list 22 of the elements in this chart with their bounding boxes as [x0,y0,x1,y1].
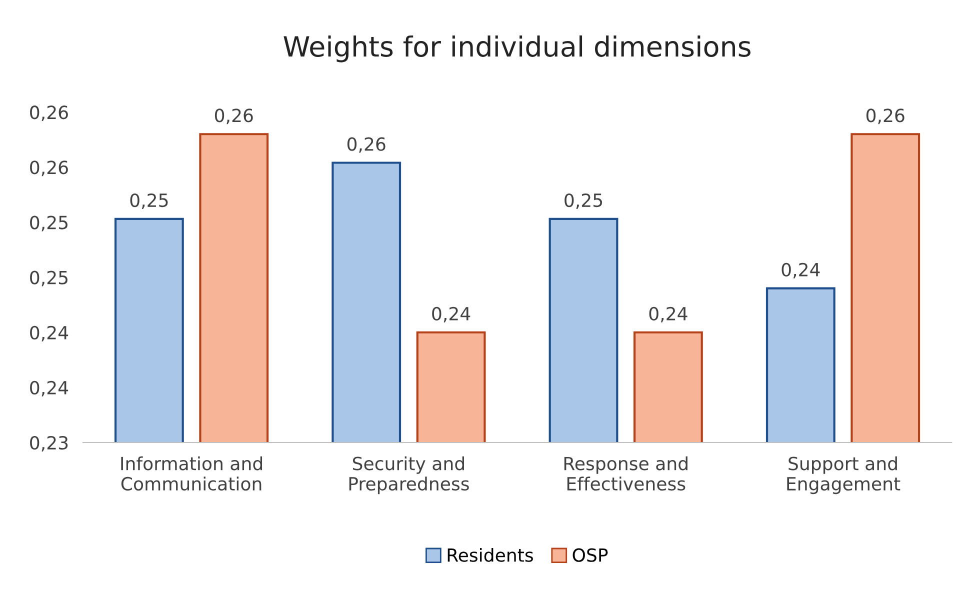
data-label: 0,25 [564,193,602,209]
chart-title: Weights for individual dimensions [284,35,750,62]
data-label: 0,26 [214,108,253,124]
y-tick-label: 0,26 [30,160,68,176]
y-tick-label: 0,25 [30,216,68,232]
x-tick-label: Security and Preparedness [349,456,469,494]
y-tick-label: 0,24 [30,380,68,396]
y-tick-label: 0,26 [30,106,68,122]
data-label: 0,26 [866,108,904,124]
x-tick-label: Support and Engagement [787,456,900,494]
data-label: 0,26 [347,137,386,153]
data-label: 0,24 [782,262,820,278]
data-label: 0,25 [130,193,168,209]
data-label: 0,24 [649,306,688,322]
y-tick-label: 0,23 [30,436,68,452]
x-tick-label: Response and Effectiveness [564,456,688,491]
y-tick-label: 0,25 [30,270,68,286]
legend-label: OSP [572,548,608,562]
y-tick-label: 0,24 [30,326,68,342]
legend-label: Residents [448,548,533,562]
x-tick-label: Information and Communication [121,456,262,491]
data-label: 0,24 [432,306,470,322]
